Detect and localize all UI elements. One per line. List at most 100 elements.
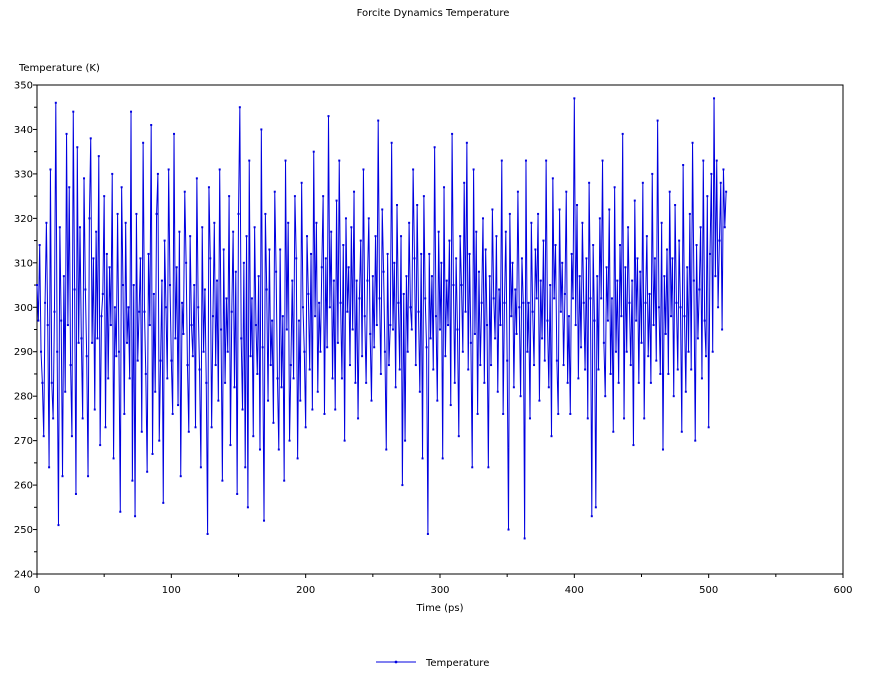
data-point bbox=[460, 284, 463, 287]
data-point bbox=[486, 324, 489, 327]
data-point bbox=[336, 341, 339, 344]
data-point bbox=[475, 230, 478, 233]
data-point bbox=[373, 346, 376, 349]
data-point bbox=[370, 399, 373, 402]
data-point bbox=[162, 501, 165, 504]
y-tick-label: 250 bbox=[14, 525, 33, 536]
chart-title: Forcite Dynamics Temperature bbox=[357, 8, 510, 19]
data-point bbox=[144, 372, 147, 375]
data-point bbox=[242, 261, 245, 264]
data-point bbox=[330, 230, 333, 233]
data-point bbox=[238, 106, 241, 109]
data-point bbox=[649, 381, 652, 384]
data-point bbox=[213, 221, 216, 224]
y-tick-label: 260 bbox=[14, 481, 33, 492]
data-point bbox=[191, 355, 194, 358]
data-point bbox=[390, 141, 393, 144]
data-point bbox=[589, 297, 592, 300]
data-point bbox=[279, 248, 282, 251]
data-point bbox=[139, 257, 142, 260]
data-point bbox=[725, 190, 728, 193]
data-point bbox=[547, 386, 550, 389]
data-point bbox=[195, 177, 198, 180]
data-point bbox=[477, 270, 480, 273]
data-point bbox=[338, 159, 341, 162]
data-point bbox=[375, 324, 378, 327]
data-point bbox=[609, 372, 612, 375]
data-point bbox=[85, 355, 88, 358]
data-point bbox=[327, 115, 330, 118]
data-point bbox=[543, 359, 546, 362]
data-point bbox=[471, 466, 474, 469]
data-point bbox=[315, 221, 318, 224]
data-point bbox=[656, 119, 659, 122]
data-point bbox=[44, 301, 47, 304]
data-point bbox=[271, 319, 274, 322]
data-point bbox=[300, 181, 303, 184]
data-point bbox=[73, 288, 76, 291]
data-point bbox=[467, 368, 470, 371]
x-axis-label: Time (ps) bbox=[415, 603, 463, 614]
data-point bbox=[606, 319, 609, 322]
data-point bbox=[410, 328, 413, 331]
data-point bbox=[49, 168, 52, 171]
data-point bbox=[711, 350, 714, 353]
data-point bbox=[448, 239, 451, 242]
y-axis-ticks: 240 250 260 270 280 290 300 310 320 330 340 350 bbox=[14, 81, 37, 581]
data-point bbox=[342, 244, 345, 247]
data-point bbox=[257, 275, 260, 278]
data-point bbox=[483, 381, 486, 384]
data-point bbox=[258, 448, 261, 451]
data-point bbox=[675, 301, 678, 304]
data-point bbox=[671, 257, 674, 260]
data-point bbox=[645, 235, 648, 238]
data-point bbox=[124, 221, 127, 224]
data-point bbox=[533, 364, 536, 367]
data-point bbox=[433, 146, 436, 149]
data-point bbox=[530, 221, 533, 224]
data-point bbox=[508, 212, 511, 215]
data-point bbox=[580, 346, 583, 349]
data-point bbox=[601, 159, 604, 162]
data-point bbox=[570, 252, 573, 255]
data-point bbox=[469, 341, 472, 344]
data-point bbox=[179, 475, 182, 478]
data-point bbox=[46, 324, 49, 327]
data-point bbox=[690, 368, 693, 371]
data-point bbox=[534, 248, 537, 251]
data-point bbox=[87, 475, 90, 478]
data-point bbox=[326, 346, 329, 349]
data-point bbox=[586, 417, 589, 420]
data-point bbox=[487, 466, 490, 469]
data-point bbox=[103, 195, 106, 198]
data-point bbox=[236, 492, 239, 495]
data-point bbox=[651, 172, 654, 175]
data-point bbox=[72, 110, 75, 113]
data-point bbox=[600, 297, 603, 300]
data-point bbox=[366, 279, 369, 282]
data-point bbox=[269, 364, 272, 367]
data-point bbox=[357, 417, 360, 420]
data-point bbox=[463, 181, 466, 184]
data-point bbox=[237, 212, 240, 215]
data-point bbox=[549, 284, 552, 287]
data-point bbox=[80, 337, 83, 340]
data-point bbox=[214, 364, 217, 367]
data-point bbox=[131, 479, 134, 482]
data-point bbox=[443, 186, 446, 189]
data-point bbox=[38, 244, 41, 247]
data-point bbox=[633, 199, 636, 202]
data-point bbox=[246, 506, 249, 509]
data-point bbox=[704, 355, 707, 358]
data-point bbox=[81, 417, 84, 420]
data-point bbox=[228, 195, 231, 198]
data-point bbox=[244, 466, 247, 469]
data-point bbox=[569, 412, 572, 415]
data-point bbox=[40, 350, 43, 353]
data-point bbox=[166, 377, 169, 380]
data-point bbox=[185, 261, 188, 264]
data-point bbox=[404, 439, 407, 442]
data-point bbox=[355, 279, 358, 282]
data-point bbox=[331, 377, 334, 380]
data-point bbox=[37, 319, 40, 322]
